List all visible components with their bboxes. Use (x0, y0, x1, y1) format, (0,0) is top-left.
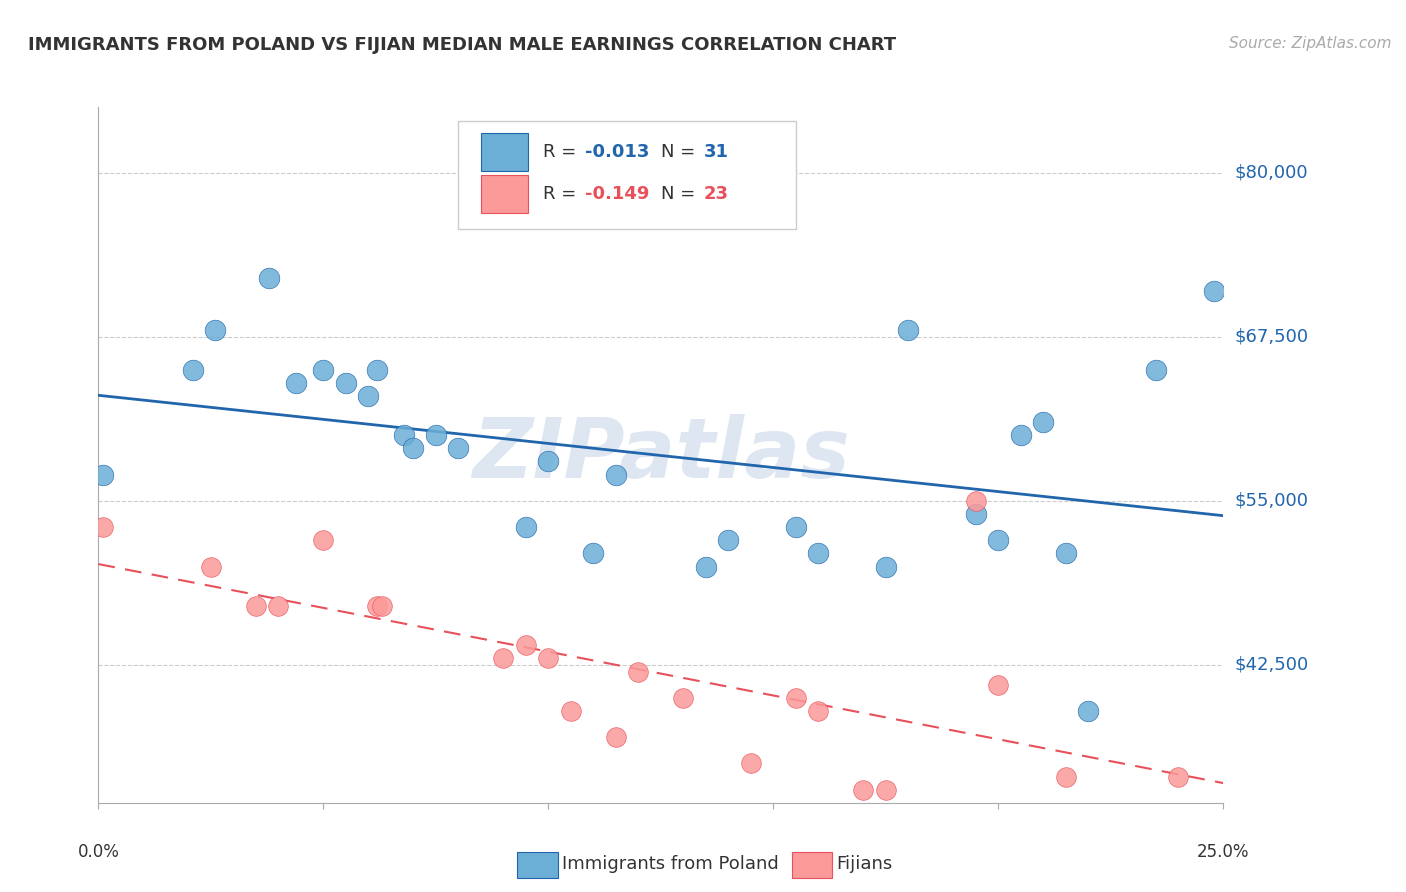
Text: $80,000: $80,000 (1234, 163, 1308, 182)
Text: 0.0%: 0.0% (77, 843, 120, 861)
Point (366, 599, 388, 613)
Point (312, 533, 335, 548)
Point (402, 442, 425, 456)
Point (897, 323, 920, 337)
Point (515, 520, 537, 534)
Text: Source: ZipAtlas.com: Source: ZipAtlas.com (1229, 36, 1392, 51)
Point (965, 507, 987, 521)
Point (807, 704, 830, 718)
Point (425, 428, 447, 442)
Point (1054, 770, 1077, 784)
Text: -0.149: -0.149 (585, 185, 650, 203)
Text: R =: R = (543, 144, 582, 161)
Point (605, 730, 627, 744)
Point (582, 546, 605, 560)
Point (267, 599, 290, 613)
Text: N =: N = (661, 144, 700, 161)
Point (1054, 546, 1077, 560)
Text: IMMIGRANTS FROM POLAND VS FIJIAN MEDIAN MALE EARNINGS CORRELATION CHART: IMMIGRANTS FROM POLAND VS FIJIAN MEDIAN … (28, 36, 896, 54)
Text: N =: N = (661, 185, 700, 203)
Point (560, 704, 582, 718)
Point (875, 559, 897, 574)
Text: Fijians: Fijians (837, 855, 893, 873)
Point (807, 546, 830, 560)
Point (695, 559, 717, 574)
Point (515, 638, 537, 652)
Point (875, 782, 897, 797)
Point (371, 599, 394, 613)
FancyBboxPatch shape (481, 175, 529, 213)
Point (447, 442, 470, 456)
Point (357, 389, 380, 403)
Point (785, 690, 807, 705)
FancyBboxPatch shape (481, 134, 529, 171)
Point (1204, 284, 1226, 298)
Point (91, 467, 114, 482)
Point (852, 782, 875, 797)
Point (627, 665, 650, 679)
Point (1167, 770, 1189, 784)
Point (785, 520, 807, 534)
Point (537, 454, 560, 468)
Point (740, 756, 762, 771)
Point (1032, 415, 1054, 429)
Text: 31: 31 (703, 144, 728, 161)
Point (965, 494, 987, 508)
Point (492, 651, 515, 665)
Point (717, 533, 740, 548)
Point (181, 362, 204, 376)
Point (204, 323, 226, 337)
Point (259, 270, 281, 285)
FancyBboxPatch shape (458, 121, 796, 229)
Point (91, 520, 114, 534)
Point (672, 690, 695, 705)
Point (987, 533, 1010, 548)
Text: Immigrants from Poland: Immigrants from Poland (562, 855, 779, 873)
Point (1077, 704, 1099, 718)
Text: 23: 23 (703, 185, 728, 203)
Text: ZIPatlas: ZIPatlas (472, 415, 849, 495)
Point (366, 362, 388, 376)
Text: $55,000: $55,000 (1234, 491, 1309, 510)
Point (394, 428, 416, 442)
Point (987, 678, 1010, 692)
Point (1144, 362, 1167, 376)
Text: -0.013: -0.013 (585, 144, 650, 161)
Point (1010, 428, 1032, 442)
Text: 25.0%: 25.0% (1197, 843, 1250, 861)
Point (245, 599, 267, 613)
Point (335, 376, 357, 390)
Point (537, 651, 560, 665)
Text: R =: R = (543, 185, 582, 203)
Text: $42,500: $42,500 (1234, 656, 1309, 674)
Point (285, 376, 308, 390)
Text: $67,500: $67,500 (1234, 327, 1309, 346)
Point (605, 467, 627, 482)
Point (312, 362, 335, 376)
Point (200, 559, 222, 574)
